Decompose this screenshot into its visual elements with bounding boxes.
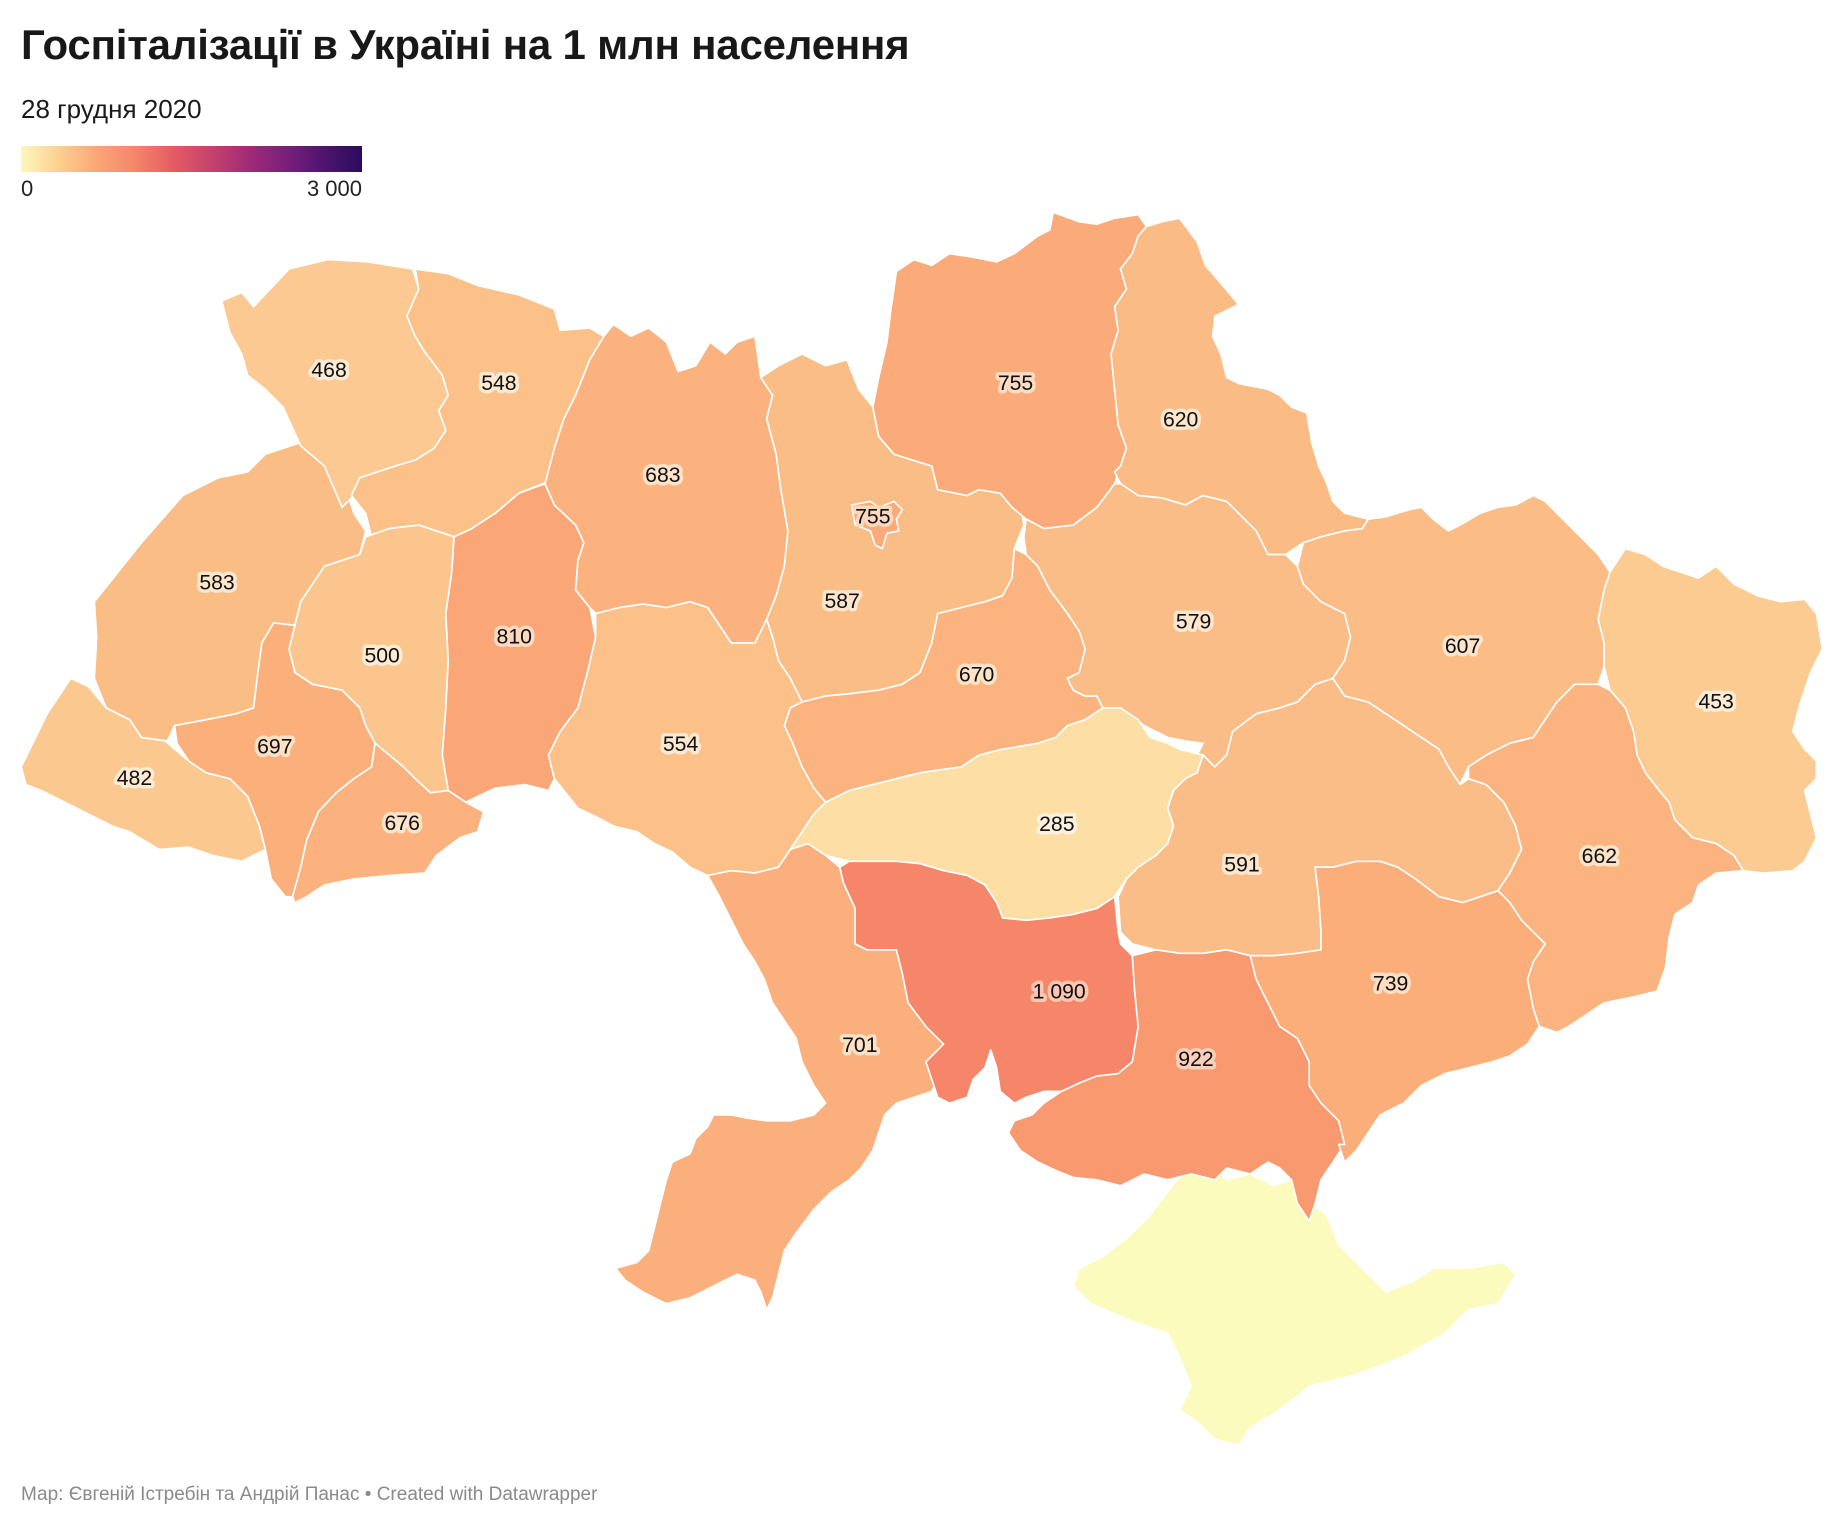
value-label-kyiv-city: 755 (855, 505, 890, 528)
value-label-rivne: 548 (481, 372, 516, 395)
value-label-khmelnytskyi: 810 (497, 626, 532, 649)
value-label-poltava: 579 (1176, 610, 1211, 633)
value-label-kharkiv: 607 (1445, 635, 1480, 658)
value-label-kirovohrad: 285 (1039, 813, 1074, 836)
region-zaporizhzhia[interactable] (1249, 860, 1546, 1163)
value-label-chernivtsi: 676 (385, 812, 420, 835)
regions-layer (20, 211, 1824, 1447)
value-label-mykolaiv: 1 090 (1033, 981, 1086, 1004)
value-label-cherkasy: 670 (959, 663, 994, 686)
legend-gradient-bar (21, 146, 362, 172)
value-label-sumy: 620 (1163, 409, 1198, 432)
legend-max-label: 3 000 (306, 176, 362, 201)
value-label-lviv: 583 (199, 571, 234, 594)
chart-title: Госпіталізації в Україні на 1 млн населе… (21, 21, 910, 68)
chart-footer-credits: Мар: Євгеній Істребін та Андрій Панас • … (21, 1484, 598, 1505)
value-label-ivano-frankivsk: 697 (257, 735, 292, 758)
region-donetsk[interactable] (1467, 683, 1745, 1034)
legend-min-label: 0 (21, 176, 34, 201)
value-label-donetsk: 662 (1582, 845, 1617, 868)
region-chernivtsi[interactable] (291, 742, 485, 904)
color-legend: 0 3 000 (21, 146, 362, 202)
value-label-zakarpattia: 482 (117, 767, 152, 790)
value-label-volyn: 468 (311, 359, 346, 382)
value-label-odesa: 701 (842, 1034, 877, 1057)
value-label-dnipropetrovsk: 591 (1224, 853, 1259, 876)
value-label-luhansk: 453 (1698, 691, 1733, 714)
value-label-kherson: 922 (1178, 1048, 1213, 1071)
value-label-kyiv-oblast: 587 (824, 590, 859, 613)
labels-layer: 468 548 683 587 755 755 620 583 500 810 … (113, 355, 1737, 1074)
value-label-zhytomyr: 683 (645, 464, 680, 487)
value-label-chernihiv: 755 (998, 372, 1033, 395)
chart-subtitle: 28 грудня 2020 (21, 94, 202, 124)
value-label-zaporizhzhia: 739 (1373, 972, 1408, 995)
value-label-ternopil: 500 (364, 644, 399, 667)
value-label-vinnytsia: 554 (663, 733, 699, 756)
legend-labels: 0 3 000 (21, 176, 362, 202)
region-crimea[interactable] (1072, 1161, 1517, 1447)
region-kyiv-city[interactable] (850, 500, 904, 550)
